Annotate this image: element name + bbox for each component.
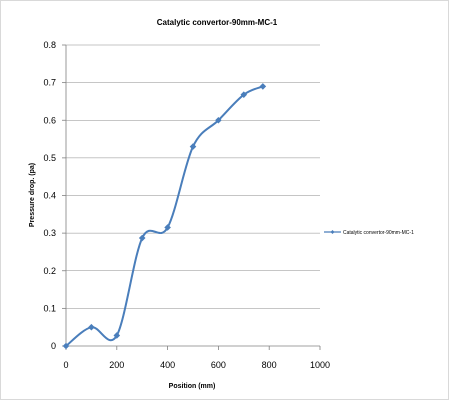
- y-tick-label: 0: [51, 341, 56, 351]
- data-point-marker: [113, 332, 121, 339]
- legend: Catalytic convertor-90mm-MC-1: [324, 230, 414, 236]
- axes: [62, 44, 321, 350]
- y-tick-label: 0.1: [43, 303, 56, 313]
- data-point-marker: [164, 224, 171, 231]
- x-tick-label: 400: [160, 360, 175, 370]
- legend-marker-diamond: [330, 230, 335, 234]
- y-tick-label: 0.7: [43, 78, 56, 88]
- x-tick-label: 200: [109, 360, 124, 370]
- x-tick-label: 0: [63, 360, 68, 370]
- series-line: [65, 85, 264, 347]
- x-tick-label: 600: [211, 360, 226, 370]
- y-tick-label: 0.2: [43, 266, 56, 276]
- data-point-marker: [189, 143, 197, 150]
- y-tick-label: 0.8: [43, 40, 56, 50]
- legend-label: Catalytic convertor-90mm-MC-1: [343, 230, 414, 236]
- chart-title: Catalytic convertor-90mm-MC-1: [157, 18, 278, 27]
- data-point-marker: [88, 323, 95, 331]
- y-tick-label: 0.3: [43, 228, 56, 238]
- x-tick-label: 800: [262, 360, 277, 370]
- y-tick-label: 0.6: [43, 115, 56, 125]
- series-layer: [62, 83, 267, 350]
- y-tick-label: 0.5: [43, 153, 56, 163]
- data-point-marker: [240, 91, 248, 98]
- tick-labels: 0 0.1 0.2 0.3 0.4 0.5 0.6 0.7 0.8 0 200 400 600 800 10…: [43, 40, 330, 370]
- data-point-marker: [259, 83, 267, 90]
- data-point-marker: [138, 234, 146, 242]
- y-axis-title: Pressure drop. (pa): [29, 163, 36, 227]
- x-tick-label: 1000: [310, 360, 330, 370]
- gridlines: [66, 44, 320, 309]
- data-point-marker: [215, 116, 222, 124]
- y-tick-label: 0.4: [43, 191, 56, 201]
- x-axis-title: Position (mm): [169, 383, 216, 390]
